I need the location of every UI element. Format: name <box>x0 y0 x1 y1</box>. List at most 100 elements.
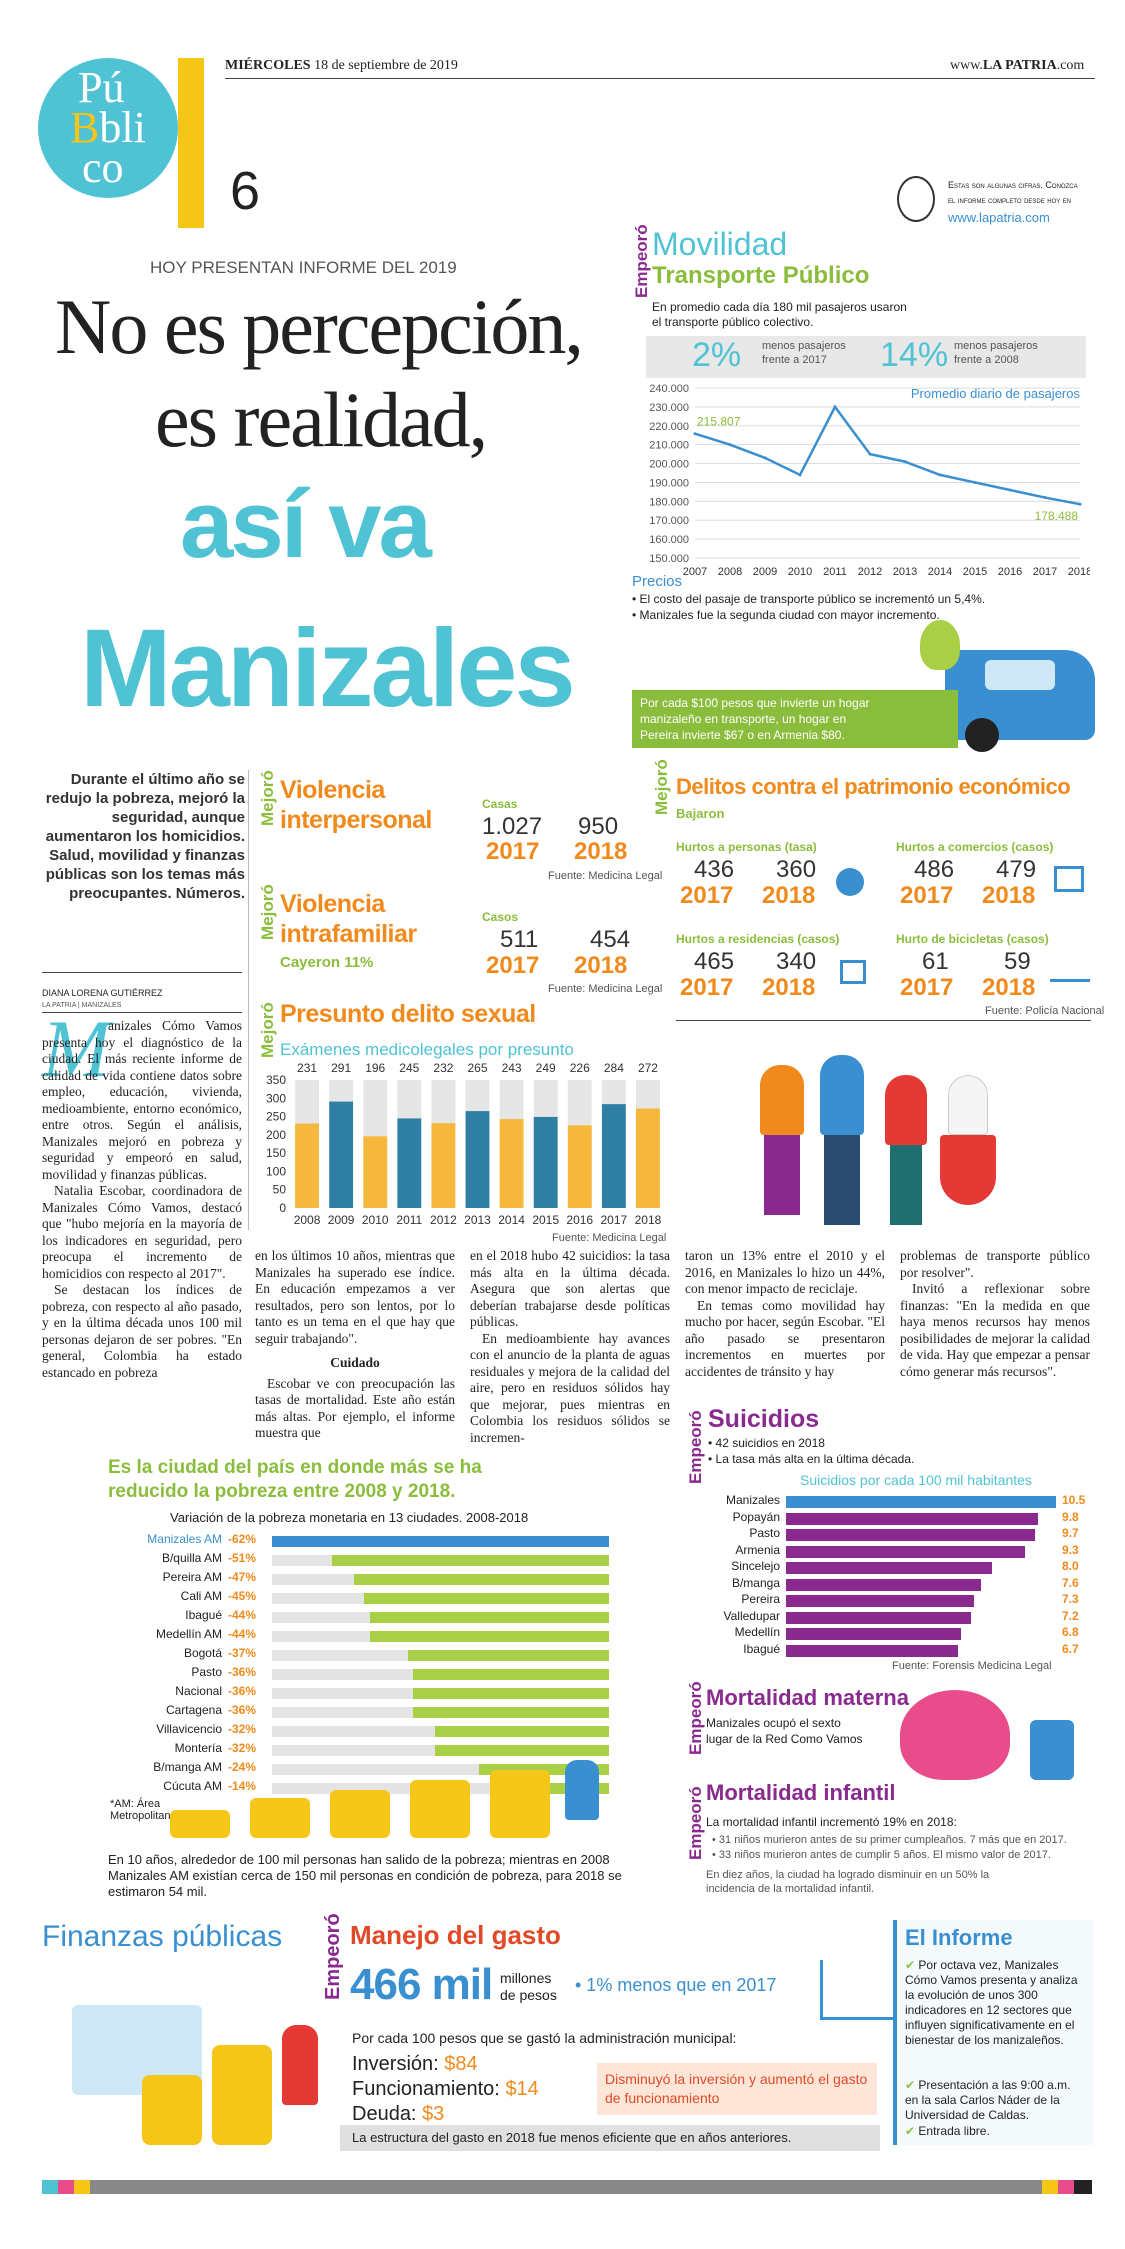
suicide-row: Manizales 10.5 <box>690 1493 1090 1510</box>
pobreza-chart-title: Variación de la pobreza monetaria en 13 … <box>170 1510 529 1525</box>
patrimonio-rule <box>676 1020 1091 1021</box>
bar <box>636 1108 660 1208</box>
article-col-1: anizales Cómo Vamos presenta hoy el diag… <box>42 1018 242 1380</box>
pobreza-bar <box>369 1612 609 1623</box>
infantil-text-2: En diez años, la ciudad ha logrado dismi… <box>706 1869 990 1895</box>
suicide-value-label: 6.8 <box>1062 1625 1079 1639</box>
suicide-city-label: Pereira <box>741 1592 780 1606</box>
check-icon: ✔ <box>905 1958 916 1972</box>
note-line-1: Estas son algunas cifras. Conozca <box>948 180 1078 190</box>
intrafamiliar-year-2017: 2017 <box>486 952 540 979</box>
bicycle-icon <box>1050 962 1090 982</box>
mugger-icon <box>836 868 864 896</box>
pobreza-bar-track <box>272 1555 609 1566</box>
x-tick-label: 2013 <box>893 566 917 578</box>
article-col-4: taron un 13% entre el 2010 y el 2016, en… <box>685 1248 885 1379</box>
pobreza-bar <box>407 1650 609 1661</box>
author-rule <box>42 1012 242 1013</box>
finanzas-illustration <box>42 1965 322 2165</box>
patrimonio-item-1: Hurtos a personas (tasa) 436 360 2017 20… <box>676 840 817 909</box>
suicide-row: Sincelejo 8.0 <box>690 1559 1090 1576</box>
x-tick-label: 2014 <box>498 1213 525 1227</box>
suicide-bar <box>786 1578 982 1591</box>
y-tick-label: 240.000 <box>649 383 689 395</box>
stat-2-text-1: menos pasajeros <box>954 340 1038 352</box>
data-point <box>938 473 942 477</box>
pobreza-bar <box>435 1726 609 1737</box>
informe-item-3: ✔ Entrada libre. <box>905 2124 990 2138</box>
article-col-2: en los últimos 10 años, mientras que Man… <box>255 1248 455 1440</box>
transport-box-3: Pereira invierte $67 o en Armenia $80. <box>640 728 845 742</box>
infantil-bullet-1: • 31 niños murieron antes de su primer c… <box>712 1834 1067 1846</box>
patrimonio-sub: Bajaron <box>676 806 725 821</box>
header-rule <box>225 78 1095 79</box>
suicidios-bullet-1: • 42 suicidios en 2018 <box>708 1436 825 1450</box>
sexual-source: Fuente: Medicina Legal <box>552 1232 667 1244</box>
bar <box>397 1118 422 1208</box>
x-tick-label: 2011 <box>823 566 847 578</box>
data-point <box>1008 488 1012 492</box>
pobreza-pct-label: -24% <box>228 1760 257 1774</box>
y-tick-label: 190.000 <box>649 477 689 489</box>
x-tick-label: 2016 <box>566 1213 593 1227</box>
suicide-city-label: Ibagué <box>743 1641 780 1656</box>
intrafamiliar-year-2018: 2018 <box>574 952 628 979</box>
pills-icon <box>1030 1720 1074 1780</box>
y-tick-label: 250 <box>266 1110 286 1124</box>
pobreza-pct-label: -37% <box>228 1646 257 1660</box>
pobreza-head-2: reducido la pobreza entre 2008 y 2018. <box>108 1481 456 1502</box>
data-point <box>973 480 977 484</box>
bar <box>295 1123 319 1208</box>
y-tick-label: 170.000 <box>649 515 689 527</box>
stat-1-text-1: menos pasajeros <box>762 340 846 352</box>
y-tick-label: 0 <box>279 1201 286 1215</box>
pobreza-bar <box>413 1688 609 1699</box>
x-tick-label: 2014 <box>928 566 952 578</box>
pobreza-bar-track <box>272 1707 609 1718</box>
informe-item-2: ✔ Presentación a las 9:00 a.m. en la sal… <box>905 2078 1071 2122</box>
suicide-bar <box>786 1595 974 1607</box>
bar-value-label: 272 <box>638 1061 658 1075</box>
header-site[interactable]: www.LA PATRIA.com <box>950 58 1085 73</box>
price-bullet-1: • El costo del pasaje de transporte públ… <box>632 592 986 606</box>
pobreza-row: Cali AM -45% <box>110 1589 640 1608</box>
note-url[interactable]: www.lapatria.com <box>948 210 1050 225</box>
suicide-row: Valledupar 7.2 <box>690 1609 1090 1626</box>
x-tick-label: 2010 <box>788 566 812 578</box>
pobreza-bar <box>364 1593 609 1604</box>
pobreza-row: Bogotá -37% <box>110 1646 640 1665</box>
suicide-bar <box>786 1545 1026 1558</box>
stat-2-pct: 14% <box>880 336 949 374</box>
vertical-divider <box>248 770 249 1230</box>
x-tick-label: 2013 <box>464 1213 491 1227</box>
headline-line-4: Manizales <box>80 607 576 730</box>
pobreza-bar-track <box>272 1726 609 1737</box>
pobreza-city-label: Medellín AM <box>155 1627 222 1641</box>
violencia-title-2: interpersonal <box>280 806 432 834</box>
suicide-bar <box>786 1644 959 1657</box>
finanzas-big: 466 mil <box>350 1960 493 2009</box>
suicide-city-label: Sincelejo <box>731 1559 780 1573</box>
bar-value-label: 196 <box>365 1061 385 1075</box>
bar <box>363 1136 388 1208</box>
intrafamiliar-tag: Mejoró <box>258 884 277 940</box>
pobreza-bar-track <box>272 1631 609 1642</box>
y-tick-label: 210.000 <box>649 440 689 452</box>
pobreza-row: Montería -32% <box>110 1741 640 1760</box>
suicide-city-label: B/manga <box>731 1575 780 1590</box>
violencia-source: Fuente: Medicina Legal <box>548 870 663 882</box>
patrimonio-tag: Mejoró <box>652 759 671 815</box>
x-tick-label: 2008 <box>718 566 742 578</box>
y-tick-label: 180.000 <box>649 496 689 508</box>
intrafamiliar-value-2017: 511 <box>500 926 539 953</box>
pobreza-city-label: Pasto <box>191 1665 222 1679</box>
suicide-city-label: Armenia <box>735 1542 780 1557</box>
bar-value-label: 243 <box>502 1061 522 1075</box>
price-bullet-2: • Manizales fue la segunda ciudad con ma… <box>632 608 940 622</box>
y-tick-label: 150.000 <box>649 553 689 565</box>
data-point <box>1078 502 1082 506</box>
finanzas-unit-2: de pesos <box>500 1987 557 2003</box>
suicide-value-label: 9.3 <box>1062 1542 1079 1557</box>
pobreza-pct-label: -62% <box>228 1532 257 1546</box>
pobreza-head-1: Es la ciudad del país en donde más se ha <box>108 1457 482 1478</box>
